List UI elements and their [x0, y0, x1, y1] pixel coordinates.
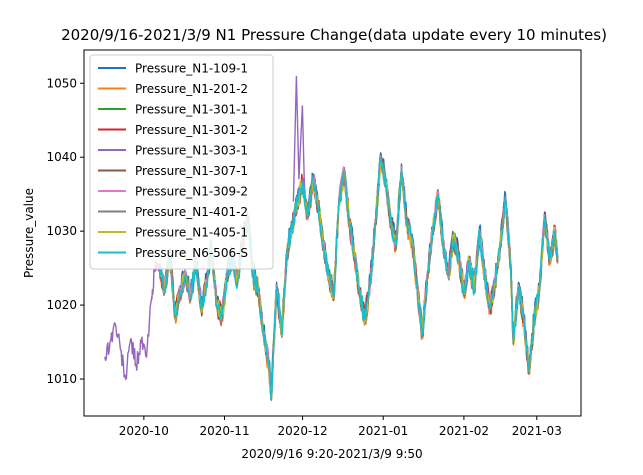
y-tick-label: 1030	[46, 224, 77, 238]
legend: Pressure_N1-109-1 Pressure_N1-201-2 Pressu…	[89, 54, 274, 270]
x-tick-label: 2020-11	[199, 424, 249, 438]
legend-label: Pressure_N1-301-1	[135, 103, 248, 117]
legend-label: Pressure_N1-201-2	[135, 82, 248, 96]
x-tick-label: 2021-02	[439, 424, 489, 438]
legend-label: Pressure_N1-109-1	[135, 62, 248, 76]
chart-title: 2020/9/16-2021/3/9 N1 Pressure Change(da…	[61, 26, 607, 44]
y-tick-label: 1020	[46, 298, 77, 312]
y-tick-label: 1050	[46, 76, 77, 90]
legend-label: Pressure_N1-405-1	[135, 226, 248, 240]
legend-box	[89, 54, 274, 270]
series-line-spike	[292, 75, 306, 202]
x-axis-label: 2020/9/16 9:20-2021/3/9 9:50	[241, 447, 422, 461]
legend-label: Pressure_N1-303-1	[135, 144, 248, 158]
series-lines	[104, 75, 559, 402]
y-axis-ticks: 1010 1020 1030 1040 1050	[46, 76, 84, 386]
x-tick-label: 2021-03	[512, 424, 562, 438]
y-tick-label: 1040	[46, 150, 77, 164]
x-tick-label: 2021-01	[358, 424, 408, 438]
legend-label: Pressure_N1-307-1	[135, 164, 248, 178]
y-axis-label: Pressure_value	[22, 188, 36, 278]
series-line-pressure-n6-506-s	[158, 156, 559, 400]
legend-label: Pressure_N1-401-2	[135, 205, 248, 219]
legend-label: Pressure_N6-506-S	[135, 246, 248, 260]
legend-label: Pressure_N1-309-2	[135, 185, 248, 199]
x-tick-label: 2020-10	[119, 424, 169, 438]
series-line-early-period	[104, 260, 161, 380]
x-tick-label: 2020-12	[278, 424, 328, 438]
y-tick-label: 1010	[46, 372, 77, 386]
plot-area-frame	[83, 49, 582, 417]
x-axis-ticks: 2020-10 2020-11 2020-12 2021-01 2021-02 2021-…	[119, 416, 562, 438]
legend-label: Pressure_N1-301-2	[135, 123, 248, 137]
legend-items: Pressure_N1-109-1 Pressure_N1-201-2 Pressu…	[98, 62, 248, 260]
